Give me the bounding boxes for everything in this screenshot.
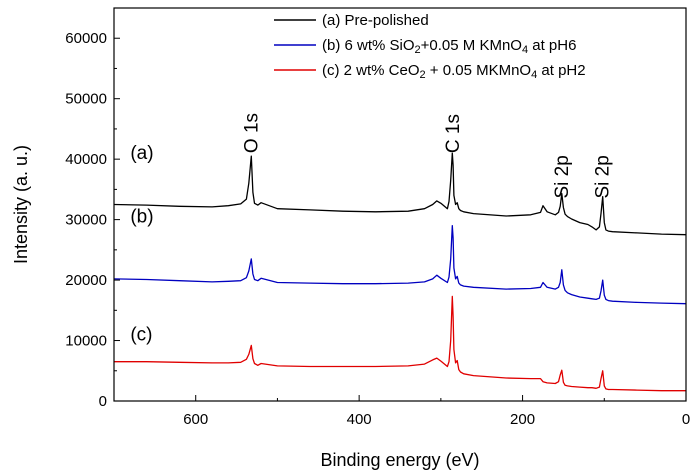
legend-label-1: (b) 6 wt% SiO2+0.05 M KMnO4 at pH6 bbox=[322, 37, 576, 56]
series-layer bbox=[113, 152, 687, 392]
series-tag-1: (b) bbox=[130, 207, 153, 228]
y-tick-label-0: 0 bbox=[99, 393, 107, 410]
series-line-0 bbox=[113, 152, 687, 236]
x-tick-label-1: 400 bbox=[347, 411, 372, 428]
y-tick-label-4: 40000 bbox=[65, 151, 107, 168]
y-tick-label-2: 20000 bbox=[65, 272, 107, 289]
legend-label-2: (c) 2 wt% CeO2 + 0.05 MKMnO4 at pH2 bbox=[322, 62, 586, 81]
y-tick-label-6: 60000 bbox=[65, 30, 107, 47]
y-tick-label-3: 30000 bbox=[65, 212, 107, 229]
y-axis-title: Intensity (a. u.) bbox=[11, 145, 31, 264]
legend: (a) Pre-polished (b) 6 wt% SiO2+0.05 M KM… bbox=[274, 12, 586, 81]
labels-layer: 600 400 200 0010000200003000040000500006000… bbox=[11, 30, 690, 470]
series-line-1 bbox=[113, 225, 687, 305]
legend-label-0: (a) Pre-polished bbox=[322, 12, 429, 29]
y-tick-label-1: 10000 bbox=[65, 333, 107, 350]
x-axis-title: Binding energy (eV) bbox=[320, 450, 479, 470]
x-tick-label-3: 0 bbox=[682, 411, 690, 428]
peak-label-0: O 1s bbox=[241, 113, 262, 153]
x-tick-label-0: 600 bbox=[183, 411, 208, 428]
series-tag-2: (c) bbox=[130, 325, 152, 346]
peak-label-3: Si 2p bbox=[593, 155, 614, 198]
peak-label-2: Si 2p bbox=[552, 155, 573, 198]
peak-label-1: C 1s bbox=[443, 114, 464, 153]
series-line-2 bbox=[114, 295, 686, 392]
ticks-layer bbox=[114, 37, 687, 402]
series-tag-0: (a) bbox=[130, 143, 153, 164]
x-tick-label-2: 200 bbox=[510, 411, 535, 428]
plot-frame bbox=[113, 7, 687, 402]
y-tick-label-5: 50000 bbox=[65, 91, 107, 108]
